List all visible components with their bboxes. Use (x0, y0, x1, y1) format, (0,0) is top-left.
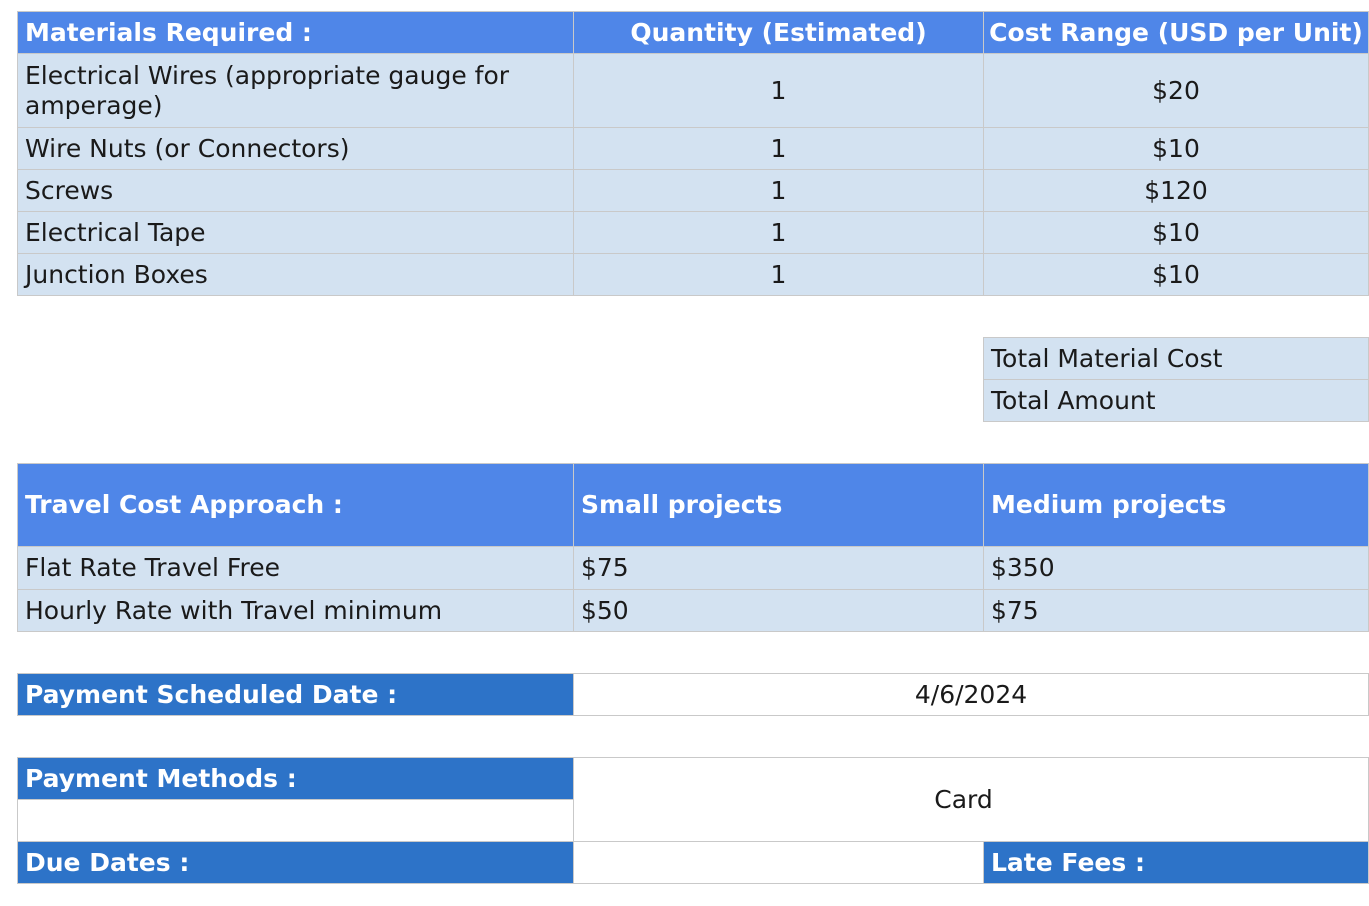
materials-header-item: Materials Required : (17, 11, 574, 54)
travel-row-label: Hourly Rate with Travel minimum (17, 589, 574, 632)
materials-header-cost: Cost Range (USD per Unit) (983, 11, 1369, 54)
total-amount-label: Total Amount (983, 379, 1369, 422)
materials-row-qty: 1 (573, 127, 984, 170)
materials-row-item: Screws (17, 169, 574, 212)
materials-row-qty: 1 (573, 169, 984, 212)
travel-row-small: $50 (573, 589, 984, 632)
payment-methods-label: Payment Methods : (17, 757, 574, 800)
materials-row-qty: 1 (573, 211, 984, 254)
payment-methods-blank (17, 799, 574, 842)
late-fees-label: Late Fees : (983, 841, 1369, 884)
payment-methods-value: Card (573, 757, 1369, 842)
materials-row-cost: $10 (983, 127, 1369, 170)
payment-scheduled-label: Payment Scheduled Date : (17, 673, 574, 716)
materials-row-cost: $10 (983, 253, 1369, 296)
travel-row-label: Flat Rate Travel Free (17, 546, 574, 590)
materials-row-cost: $20 (983, 53, 1369, 128)
materials-row-item: Electrical Tape (17, 211, 574, 254)
travel-row-medium: $75 (983, 589, 1369, 632)
travel-header-approach: Travel Cost Approach : (17, 463, 574, 547)
materials-row-item: Junction Boxes (17, 253, 574, 296)
travel-header-medium: Medium projects (983, 463, 1369, 547)
materials-row-cost: $120 (983, 169, 1369, 212)
materials-row-item: Electrical Wires (appropriate gauge for … (17, 53, 574, 128)
materials-header-quantity: Quantity (Estimated) (573, 11, 984, 54)
materials-row-item: Wire Nuts (or Connectors) (17, 127, 574, 170)
materials-row-qty: 1 (573, 253, 984, 296)
travel-header-small: Small projects (573, 463, 984, 547)
materials-row-cost: $10 (983, 211, 1369, 254)
materials-row-qty: 1 (573, 53, 984, 128)
travel-row-medium: $350 (983, 546, 1369, 590)
due-dates-value (573, 841, 984, 884)
total-material-cost-label: Total Material Cost (983, 337, 1369, 380)
due-dates-label: Due Dates : (17, 841, 574, 884)
travel-row-small: $75 (573, 546, 984, 590)
payment-scheduled-value: 4/6/2024 (573, 673, 1369, 716)
